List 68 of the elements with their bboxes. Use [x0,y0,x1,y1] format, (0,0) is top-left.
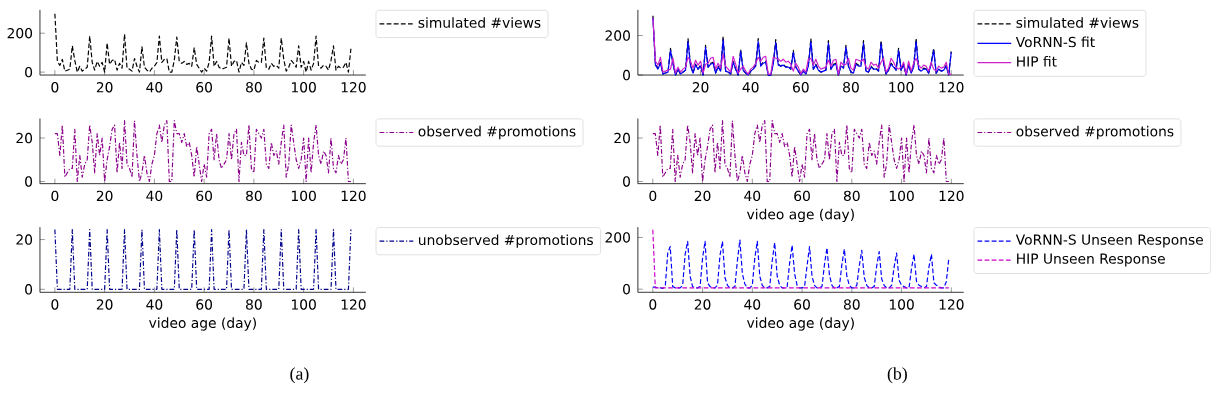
x-tick-label: 80 [843,82,859,93]
x-tick-label: 60 [794,299,810,310]
legend-label: observed #promotions [418,125,576,140]
x-tick-label: 120 [341,299,366,310]
y-tick-label: 0 [623,283,630,295]
x-axis-title: video age (day) [149,317,256,331]
x-tick-label: 40 [742,82,759,93]
x-tick-label: 80 [246,190,262,202]
y-tick-label: 200 [605,30,630,41]
x-tick-label: 40 [146,82,163,93]
x-tick-label: 100 [889,299,914,310]
y-tick-label: 0 [25,66,33,78]
legend-label: simulated #views [1016,17,1139,28]
y-tick-label: 200 [7,27,33,39]
x-tick-label: 20 [692,82,709,93]
x-tick-label: 80 [246,299,262,310]
y-tick-label: 200 [605,232,630,243]
x-tick-label: 80 [246,82,262,93]
text: (a) [290,367,309,384]
x-tick-label: 40 [744,299,761,310]
legend-label: observed #promotions [1016,125,1174,140]
x-tick-label: 60 [794,190,810,202]
x-tick-label: 20 [96,82,113,93]
legend-label: VoRNN-S fit [1015,36,1095,48]
text: (b) [887,367,907,384]
x-tick-label: 120 [341,190,366,202]
x-tick-label: 20 [694,299,711,310]
x-tick-label: 0 [51,82,59,93]
legend-label: unobserved #promotions [419,234,593,248]
x-tick-label: 0 [649,190,657,202]
x-tick-label: 120 [939,190,964,202]
line-series [54,120,352,183]
x-tick-label: 100 [889,190,914,202]
y-tick-label: 0 [25,284,33,295]
x-tick-label: 120 [939,299,964,310]
y-tick-label: 20 [16,132,33,144]
x-tick-label: 120 [939,82,964,93]
y-tick-label: 0 [25,176,33,187]
x-tick-label: 20 [96,190,113,202]
x-tick-label: 100 [291,299,316,310]
x-tick-label: 40 [146,299,163,310]
legend-label: VoRNN-S Unseen Response [1015,234,1203,248]
x-tick-label: 80 [843,299,860,310]
x-tick-label: 0 [51,190,59,202]
y-tick-label: 0 [623,69,630,81]
x-tick-label: 40 [146,190,163,202]
x-tick-label: 40 [744,190,761,202]
x-tick-label: 100 [889,82,914,93]
x-tick-label: 60 [196,299,213,310]
x-tick-label: 80 [843,190,860,202]
x-tick-label: 100 [291,190,316,202]
legend-label: HIP Unseen Response [1017,253,1165,267]
x-tick-label: 60 [196,190,213,202]
x-tick-label: 120 [341,82,366,93]
x-tick-label: 0 [51,299,59,310]
x-tick-label: 0 [649,299,657,310]
x-tick-label: 20 [96,299,113,310]
x-tick-label: 20 [694,190,711,202]
x-tick-label: 100 [291,82,316,93]
x-tick-label: 60 [792,82,809,93]
x-tick-label: 60 [196,82,213,93]
legend-label: simulated #views [418,17,541,28]
legend-label: HIP fit [1017,55,1057,67]
x-axis-title: video age (day) [746,317,854,331]
y-tick-label: 20 [614,132,630,144]
y-tick-label: 20 [16,234,33,245]
y-tick-label: 0 [623,176,630,187]
x-axis-title: video age (day) [746,208,854,223]
